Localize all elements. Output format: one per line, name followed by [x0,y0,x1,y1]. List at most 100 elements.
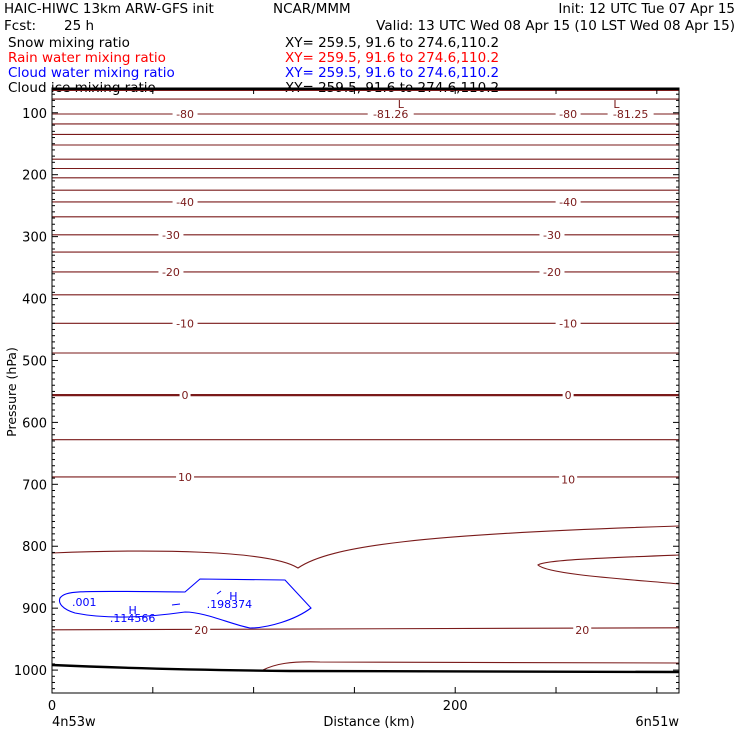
cloud-water-label: .001 [72,596,97,609]
cloud-water-label: H [129,604,137,617]
terrain-surface [51,663,680,674]
isotherm-line [51,270,680,273]
isotherm-line [537,554,680,585]
y-tick-label: 900 [22,602,47,617]
y-tick-label: 300 [22,231,47,246]
y-tick-label: 100 [22,107,47,122]
contour-label-bg [555,317,581,330]
contour-label: -80 [559,108,577,121]
contour-label: 0 [565,389,572,402]
valid-time: Valid: 13 UTC Wed 08 Apr 15 (10 LST Wed … [376,18,735,34]
isotherm-line [51,98,680,101]
contour-label: -10 [176,317,194,330]
y-tick-label: 600 [22,416,47,431]
cloud-water-contour [58,578,312,629]
forecast-label: Fcst: [4,18,36,34]
cloud-water-tick [216,590,222,595]
low-marker: L [613,98,620,111]
contour-label-bg [158,228,184,241]
contour-label-bg [555,108,581,121]
plot-frame [51,87,680,694]
contour-label: -81.26 [373,108,408,121]
contour-label: -40 [559,196,577,209]
axis-titles: Pressure (hPa) Distance (km) 4n53w 6n51w [4,347,679,730]
contour-label-bg [172,317,198,330]
isotherm-line [51,158,680,161]
field-name: Snow mixing ratio [8,35,130,51]
contour-labels: -80 -81.26 -80 -81.25 -40 -40 -30 -30 -20 -20 -10 -… [70,98,654,637]
field-name: Cloud water mixing ratio [8,65,175,81]
field-xy: XY= 259.5, 91.6 to 274.6,110.2 [285,35,499,51]
contour-label: 10 [178,471,192,484]
isotherm-line [51,189,680,192]
cloud-label-bg [70,595,99,608]
contour-label: -30 [162,229,180,242]
contour-label-bg [559,473,578,486]
isotherm-line [51,251,680,254]
field-name: Rain water mixing ratio [8,50,166,66]
plot-area: -80 -81.26 -80 -81.25 -40 -40 -30 -30 -20 -20 -10 -… [14,87,680,714]
isotherm-line [262,661,680,671]
right-endpoint-label: 6n51w [635,715,679,730]
contour-label-bg [172,108,198,121]
contour-label: -80 [176,108,194,121]
contour-label-bg [179,389,191,402]
x-tick-label: 0 [48,699,56,714]
isotherm-line [51,525,680,569]
isotherm-line [51,200,680,203]
y-tick-label: 400 [22,293,47,308]
isotherm-line [51,293,680,296]
contour-label-bg [176,470,195,483]
isotherm-line [51,393,680,397]
cloud-water-label: H [229,590,237,603]
contour-label-bg [555,195,581,208]
y-tick-label: 200 [22,169,47,184]
contour-label: -20 [543,266,561,279]
model-title: HAIC-HIWC 13km ARW-GFS init [4,1,214,17]
field-xy: XY= 259.5, 91.6 to 274.6,110.2 [285,65,499,81]
contour-label-bg [158,265,184,278]
temperature-isotherms [51,89,680,671]
init-time: Init: 12 UTC Tue 07 Apr 15 [558,1,735,17]
isotherm-line [51,89,680,92]
contour-label-bg [367,108,414,121]
x-axis-title: Distance (km) [323,715,414,730]
field-legend: Snow mixing ratio XY= 259.5, 91.6 to 274.… [8,35,499,96]
org-label: NCAR/MMM [273,1,351,17]
isotherm-line [51,215,680,218]
contour-label-bg [539,265,565,278]
terrain-line [51,88,680,674]
contour-label: 20 [575,624,589,637]
contour-label: -81.25 [613,108,648,121]
isotherm-line [51,122,680,125]
header: HAIC-HIWC 13km ARW-GFS init NCAR/MMM Ini… [4,1,735,96]
contour-label: -20 [162,266,180,279]
forecast-hours: 25 h [64,18,94,34]
isotherm-line [51,322,680,325]
isotherm-line [51,144,680,146]
contour-label: 10 [561,473,575,486]
isotherm-line [51,233,680,236]
isotherm-line [51,438,680,441]
contour-label-bg [172,195,198,208]
field-xy: XY= 259.5, 91.6 to 274.6,110.2 [285,50,499,66]
cloud-water-label: .114566 [110,612,156,625]
y-axis-title: Pressure (hPa) [4,347,19,437]
left-endpoint-label: 4n53w [52,715,96,730]
isotherm-line [51,176,680,179]
isotherm-line [51,475,680,478]
contour-label: -30 [543,229,561,242]
isotherm-line [51,133,680,136]
contour-label: 20 [194,624,208,637]
low-marker: L [398,98,405,111]
contour-label-bg [607,108,654,121]
isotherm-line [51,167,680,170]
cloud-water-contours [58,578,312,629]
y-tick-label: 500 [22,354,47,369]
contour-label-bg [562,389,574,402]
y-tick-label: 700 [22,478,47,493]
contour-label-bg [573,623,592,636]
cloud-water-tick [171,603,181,606]
